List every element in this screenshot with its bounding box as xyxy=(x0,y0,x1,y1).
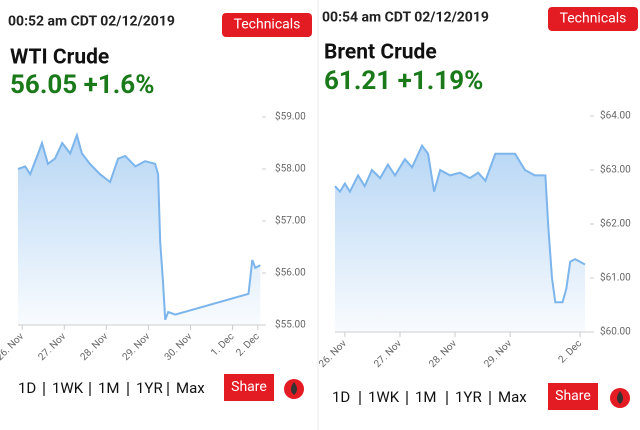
timestamp: 00:54 am CDT 02/12/2019 xyxy=(322,10,489,26)
range-option[interactable]: 1WK xyxy=(368,388,400,406)
area xyxy=(335,145,586,332)
range-option[interactable]: 1D xyxy=(332,388,350,406)
price-change: 61.21 +1.19% xyxy=(324,66,483,96)
range-option[interactable]: Max xyxy=(498,388,527,406)
share-label[interactable]: Share xyxy=(231,379,267,395)
oil-drop xyxy=(617,391,623,404)
technicals-button[interactable] xyxy=(222,13,312,37)
technicals-label[interactable]: Technicals xyxy=(560,11,627,27)
y-tick-label: $63.00 xyxy=(600,163,631,176)
price-change: 56.05 +1.6% xyxy=(10,70,154,100)
share-button[interactable] xyxy=(548,383,598,410)
range-option[interactable]: 1WK xyxy=(52,379,84,397)
range-option[interactable]: 1M xyxy=(98,379,120,397)
y-tick-label: $58.00 xyxy=(275,162,306,175)
y-tick-label: $60.00 xyxy=(600,325,631,338)
y-tick-label: $61.00 xyxy=(600,271,631,284)
y-tick-label: $57.00 xyxy=(275,214,306,227)
range-option[interactable]: 1D xyxy=(18,379,36,397)
area xyxy=(18,135,261,325)
share-label[interactable]: Share xyxy=(555,388,591,404)
chart-title: Brent Crude xyxy=(324,41,437,65)
y-tick-label: $64.00 xyxy=(600,109,631,122)
range-option[interactable]: 1YR xyxy=(136,379,163,397)
y-tick-label: $56.00 xyxy=(275,266,306,279)
y-tick-label: $55.00 xyxy=(275,318,306,331)
timestamp: 00:52 am CDT 02/12/2019 xyxy=(8,14,175,30)
price-line xyxy=(17,131,261,321)
technicals-label[interactable]: Technicals xyxy=(234,17,301,33)
oil-drop xyxy=(291,382,297,395)
range-option[interactable]: Max xyxy=(176,379,205,397)
range-option[interactable]: 1M xyxy=(415,388,437,406)
chart-title: WTI Crude xyxy=(10,46,109,70)
range-option[interactable]: 1YR xyxy=(455,388,482,406)
price-line xyxy=(334,143,586,304)
share-button[interactable] xyxy=(224,374,274,401)
y-tick-label: $59.00 xyxy=(275,110,306,123)
technicals-button[interactable] xyxy=(548,7,638,31)
y-tick-label: $62.00 xyxy=(600,217,631,230)
